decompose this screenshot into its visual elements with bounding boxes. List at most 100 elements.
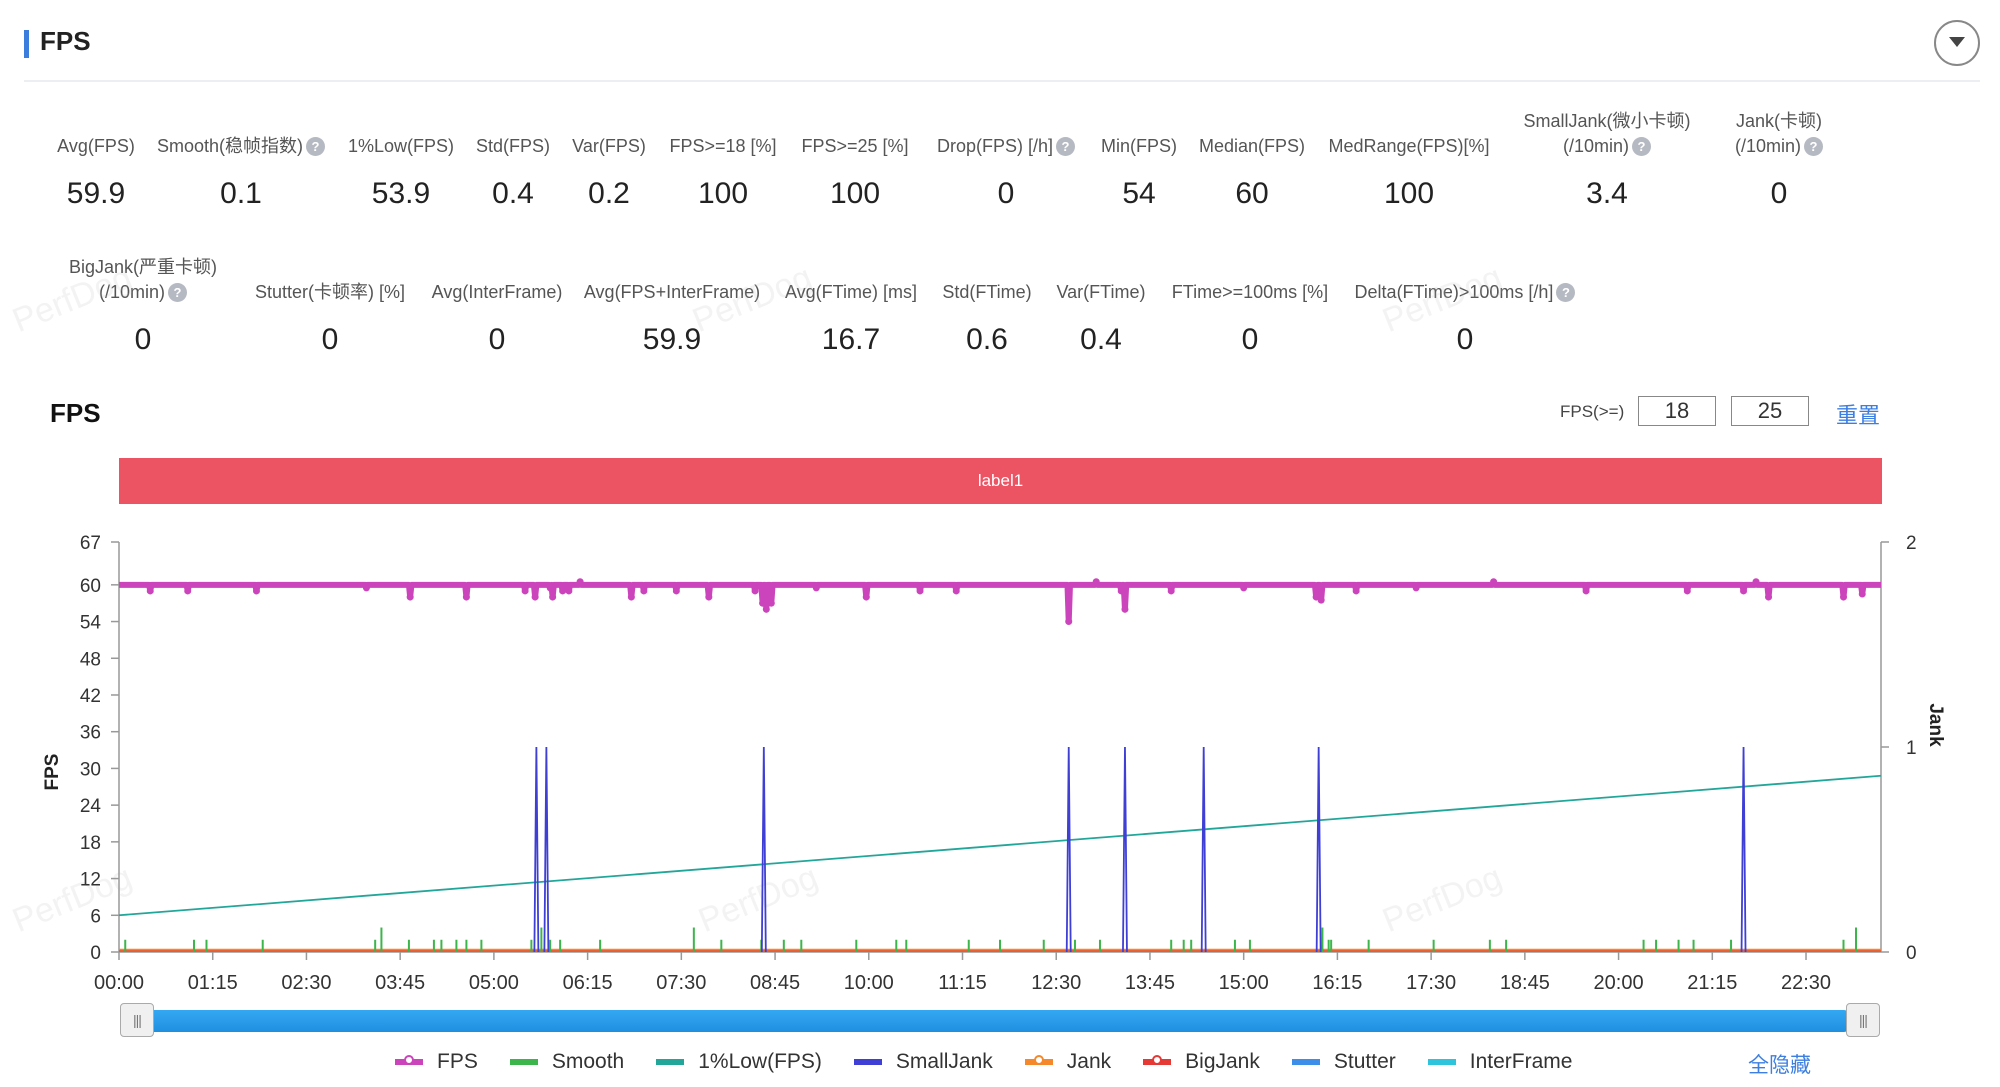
legend-item-interframe[interactable]: InterFrame: [1427, 1050, 1573, 1074]
x-tick-label: 13:45: [1125, 972, 1175, 994]
metric-label: MedRange(FPS)[%]: [1328, 136, 1490, 156]
legend-item-1-low-fps[interactable]: 1%Low(FPS): [656, 1050, 822, 1074]
fps-threshold-input-1[interactable]: [1638, 396, 1716, 426]
y-tick-label: 67: [80, 533, 101, 554]
series-fps-point: [546, 584, 554, 592]
metric-drop-fps-h: Drop(FPS) [/h]? 0: [856, 134, 1156, 211]
series-fps-point: [531, 593, 539, 601]
help-icon[interactable]: ?: [1804, 137, 1823, 156]
help-icon[interactable]: ?: [1056, 137, 1076, 156]
series-fps-point: [1121, 605, 1129, 613]
metric-avg-ftime-ms: Avg(FTime) [ms] 16.7: [701, 280, 1001, 357]
series-fps-point: [705, 593, 713, 601]
metric-value: 0.4: [1080, 323, 1122, 356]
series-fps-point: [1752, 578, 1760, 586]
metric-label: FPS>=25 [%]: [801, 136, 909, 156]
metric-value: 0: [134, 323, 152, 356]
metric-label: Jank(卡顿): [1735, 111, 1822, 131]
legend-label: Stutter: [1333, 1050, 1396, 1073]
x-tick-label: 03:45: [375, 972, 425, 994]
x-tick-label: 05:00: [469, 972, 519, 994]
metric-value: 0: [488, 323, 506, 356]
legend-item-stutter[interactable]: Stutter: [1291, 1050, 1396, 1074]
metric-value: 0: [321, 323, 339, 356]
x-tick-label: 17:30: [1406, 972, 1456, 994]
help-icon[interactable]: ?: [306, 137, 326, 156]
legend-label: FPS: [437, 1050, 478, 1073]
legend-swatch: [509, 1059, 538, 1065]
metric-avg-interframe: Avg(InterFrame) 0: [347, 280, 647, 357]
metric-var-fps: Var(FPS) 0.2: [459, 134, 759, 211]
series-fps-point: [1317, 596, 1325, 604]
collapse-button[interactable]: [1934, 20, 1980, 66]
reset-button[interactable]: 重置: [1836, 403, 1881, 428]
label-bar[interactable]: label1: [119, 458, 1882, 504]
slider-handle-right[interactable]: |||: [1846, 1003, 1880, 1037]
metric-label: Std(FPS): [475, 136, 550, 156]
metric-label: Std(FTime): [942, 282, 1032, 302]
legend-item-bigjank[interactable]: BigJank: [1143, 1050, 1260, 1074]
metric-smooth: Smooth(稳帧指数)? 0.1: [91, 134, 391, 211]
series-fps-point: [759, 599, 767, 607]
metric-label: Drop(FPS) [/h]?: [856, 134, 1156, 159]
fps-threshold-input-2[interactable]: [1731, 396, 1809, 426]
help-icon[interactable]: ?: [1632, 137, 1651, 156]
range-slider-track[interactable]: [122, 1010, 1848, 1032]
legend-label: SmallJank: [895, 1050, 993, 1073]
legend-swatch: [656, 1059, 685, 1065]
metric-delta-ftime-100ms-h: Delta(FTime)>100ms [/h]? 0: [1315, 280, 1615, 357]
legend-item-smalljank[interactable]: SmallJank: [853, 1050, 993, 1074]
metric-median-fps: Median(FPS) 60: [1102, 134, 1402, 211]
metric-value: 100: [1383, 177, 1435, 210]
legend-item-smooth[interactable]: Smooth: [509, 1050, 625, 1074]
series-fps-point: [1240, 584, 1248, 592]
x-tick-label: 16:15: [1312, 972, 1362, 994]
series-smalljank-spike: [1122, 746, 1128, 953]
series-fps-point: [1352, 587, 1360, 595]
metric-jank: Jank(卡顿) (/10min)? 0: [1629, 109, 1929, 211]
y-tick-label: 42: [80, 686, 101, 707]
metric-label: 1%Low(FPS): [347, 136, 455, 156]
metric-stutter: Stutter(卡顿率) [%] 0: [180, 280, 480, 357]
chart-legend: FPS Smooth 1%Low(FPS) SmallJank Jank BigJank S…: [395, 1049, 1604, 1075]
legend-item-fps[interactable]: FPS: [395, 1050, 478, 1074]
series-fps-point: [576, 578, 584, 586]
x-tick-label: 21:15: [1687, 972, 1737, 994]
metric-value: 3.4: [1586, 177, 1628, 210]
series-fps-point: [1490, 578, 1498, 586]
series-fps-point: [559, 587, 567, 595]
metric-std-ftime: Std(FTime) 0.6: [837, 280, 1137, 357]
metric-value: 16.7: [821, 323, 881, 356]
chart-title: FPS: [50, 398, 101, 428]
legend-label: Jank: [1066, 1050, 1112, 1073]
x-tick-label: 22:30: [1781, 972, 1831, 994]
metric-value: 100: [829, 177, 881, 210]
y2-tick-label: 2: [1906, 533, 1917, 554]
slider-handle-left[interactable]: |||: [120, 1003, 154, 1037]
metric-label: BigJank(严重卡顿): [68, 257, 218, 277]
series-fps-point: [362, 584, 370, 592]
legend-label: Smooth: [551, 1050, 625, 1073]
series-fps-point: [1858, 590, 1866, 598]
legend-label: BigJank: [1185, 1050, 1260, 1073]
help-icon[interactable]: ?: [168, 283, 187, 302]
series-fps-point: [751, 587, 759, 595]
metric-label: FPS>=18 [%]: [669, 136, 777, 156]
legend-label: InterFrame: [1469, 1050, 1573, 1073]
metric-value: 0.6: [966, 323, 1008, 356]
help-icon[interactable]: ?: [1556, 283, 1576, 302]
series-1pct-low-line: [118, 774, 1882, 917]
metric-label: FTime>=100ms [%]: [1171, 282, 1329, 302]
metric-label: Var(FPS): [572, 136, 646, 156]
metric-label: SmallJank(微小卡顿): [1523, 111, 1691, 131]
metric-value: 0.2: [588, 177, 630, 210]
x-tick-label: 12:30: [1031, 972, 1081, 994]
y2-tick-label: 1: [1906, 738, 1917, 759]
series-fps-point: [762, 605, 770, 613]
hide-all-button[interactable]: 全隐藏: [1748, 1054, 1811, 1077]
series-fps-line: [119, 578, 1881, 625]
series-fps-point: [862, 593, 870, 601]
legend-swatch: [1024, 1055, 1053, 1065]
legend-item-jank[interactable]: Jank: [1024, 1050, 1112, 1074]
